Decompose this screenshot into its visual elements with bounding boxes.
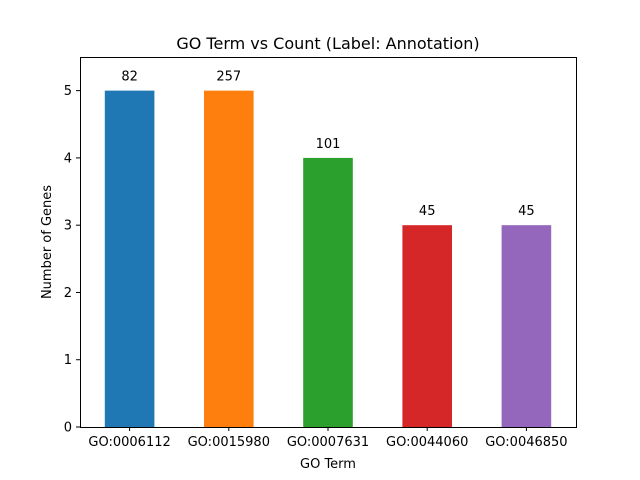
x-tick-label: GO:0006112 — [88, 435, 170, 450]
chart-title: GO Term vs Count (Label: Annotation) — [176, 34, 479, 53]
data-labels-group: 82 257 101 45 45 — [121, 70, 534, 220]
data-label: 45 — [419, 204, 436, 219]
x-tick-label: GO:0015980 — [188, 435, 270, 450]
x-axis-label: GO Term — [300, 457, 356, 472]
y-tick-label: 0 — [64, 421, 72, 436]
bars-group — [104, 90, 552, 428]
bar-go-0015980 — [204, 90, 254, 428]
y-tick-label: 3 — [64, 219, 72, 234]
data-label: 101 — [316, 137, 341, 152]
y-axis-label: Number of Genes — [40, 185, 55, 299]
y-tick-label: 4 — [64, 151, 72, 166]
x-tick-label: GO:0007631 — [287, 435, 369, 450]
data-label: 45 — [518, 204, 535, 219]
y-tick-label: 1 — [64, 353, 72, 368]
data-label: 257 — [216, 70, 241, 85]
x-tick-label: GO:0044060 — [386, 435, 468, 450]
y-tick-label: 5 — [64, 84, 72, 99]
bar-go-0044060 — [402, 225, 452, 427]
bar-go-0007631 — [303, 157, 353, 427]
x-axis: GO:0006112 GO:0015980 GO:0007631 GO:0044060… — [88, 427, 568, 450]
plot-frame — [80, 57, 577, 428]
y-axis: 0 1 2 3 4 5 — [64, 84, 80, 436]
data-label: 82 — [121, 70, 138, 85]
bar-go-0046850 — [501, 225, 552, 427]
x-tick-label: GO:0046850 — [485, 435, 567, 450]
y-tick-label: 2 — [64, 286, 72, 301]
bar-go-0006112 — [104, 90, 155, 428]
